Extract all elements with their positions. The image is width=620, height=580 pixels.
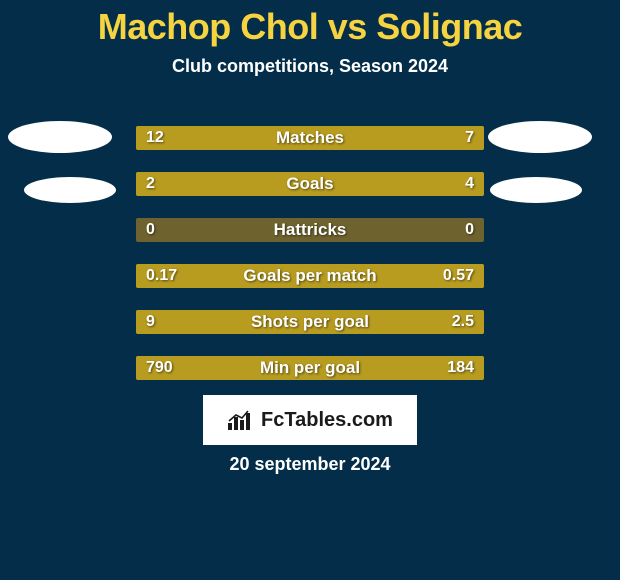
stat-row: Min per goal790 184 [136,356,484,380]
date: 20 september 2024 [0,454,620,475]
logo-box: FcTables.com [203,395,417,445]
page-title: Machop Chol vs Solignac [0,0,620,48]
value-right: 184 [447,356,474,380]
stat-label: Goals per match [136,264,484,288]
value-left: 2 [146,172,155,196]
stat-row: Goals per match0.17 0.57 [136,264,484,288]
stat-label: Matches [136,126,484,150]
stat-row: Hattricks0 0 [136,218,484,242]
stat-label: Min per goal [136,356,484,380]
value-left: 0.17 [146,264,177,288]
subtitle: Club competitions, Season 2024 [0,56,620,77]
avatar-player-left-1 [8,121,112,153]
value-left: 0 [146,218,155,242]
value-right: 0 [465,218,474,242]
bars-icon [227,409,255,431]
avatar-player-right-2 [490,177,582,203]
stat-label: Goals [136,172,484,196]
stat-label: Shots per goal [136,310,484,334]
value-right: 0.57 [443,264,474,288]
value-left: 9 [146,310,155,334]
logo-text: FcTables.com [261,409,393,432]
stat-rows: Matches12 7 Goals2 4 Hattricks0 0 Goals per ma… [136,126,484,402]
avatar-player-left-2 [24,177,116,203]
value-left: 12 [146,126,164,150]
comparison-infographic: Machop Chol vs Solignac Club competition… [0,0,620,580]
stat-label: Hattricks [136,218,484,242]
value-right: 7 [465,126,474,150]
value-left: 790 [146,356,173,380]
avatar-player-right-1 [488,121,592,153]
stat-row: Goals2 4 [136,172,484,196]
stat-row: Shots per goal9 2.5 [136,310,484,334]
logo: FcTables.com [227,409,393,432]
value-right: 2.5 [452,310,474,334]
value-right: 4 [465,172,474,196]
stat-row: Matches12 7 [136,126,484,150]
